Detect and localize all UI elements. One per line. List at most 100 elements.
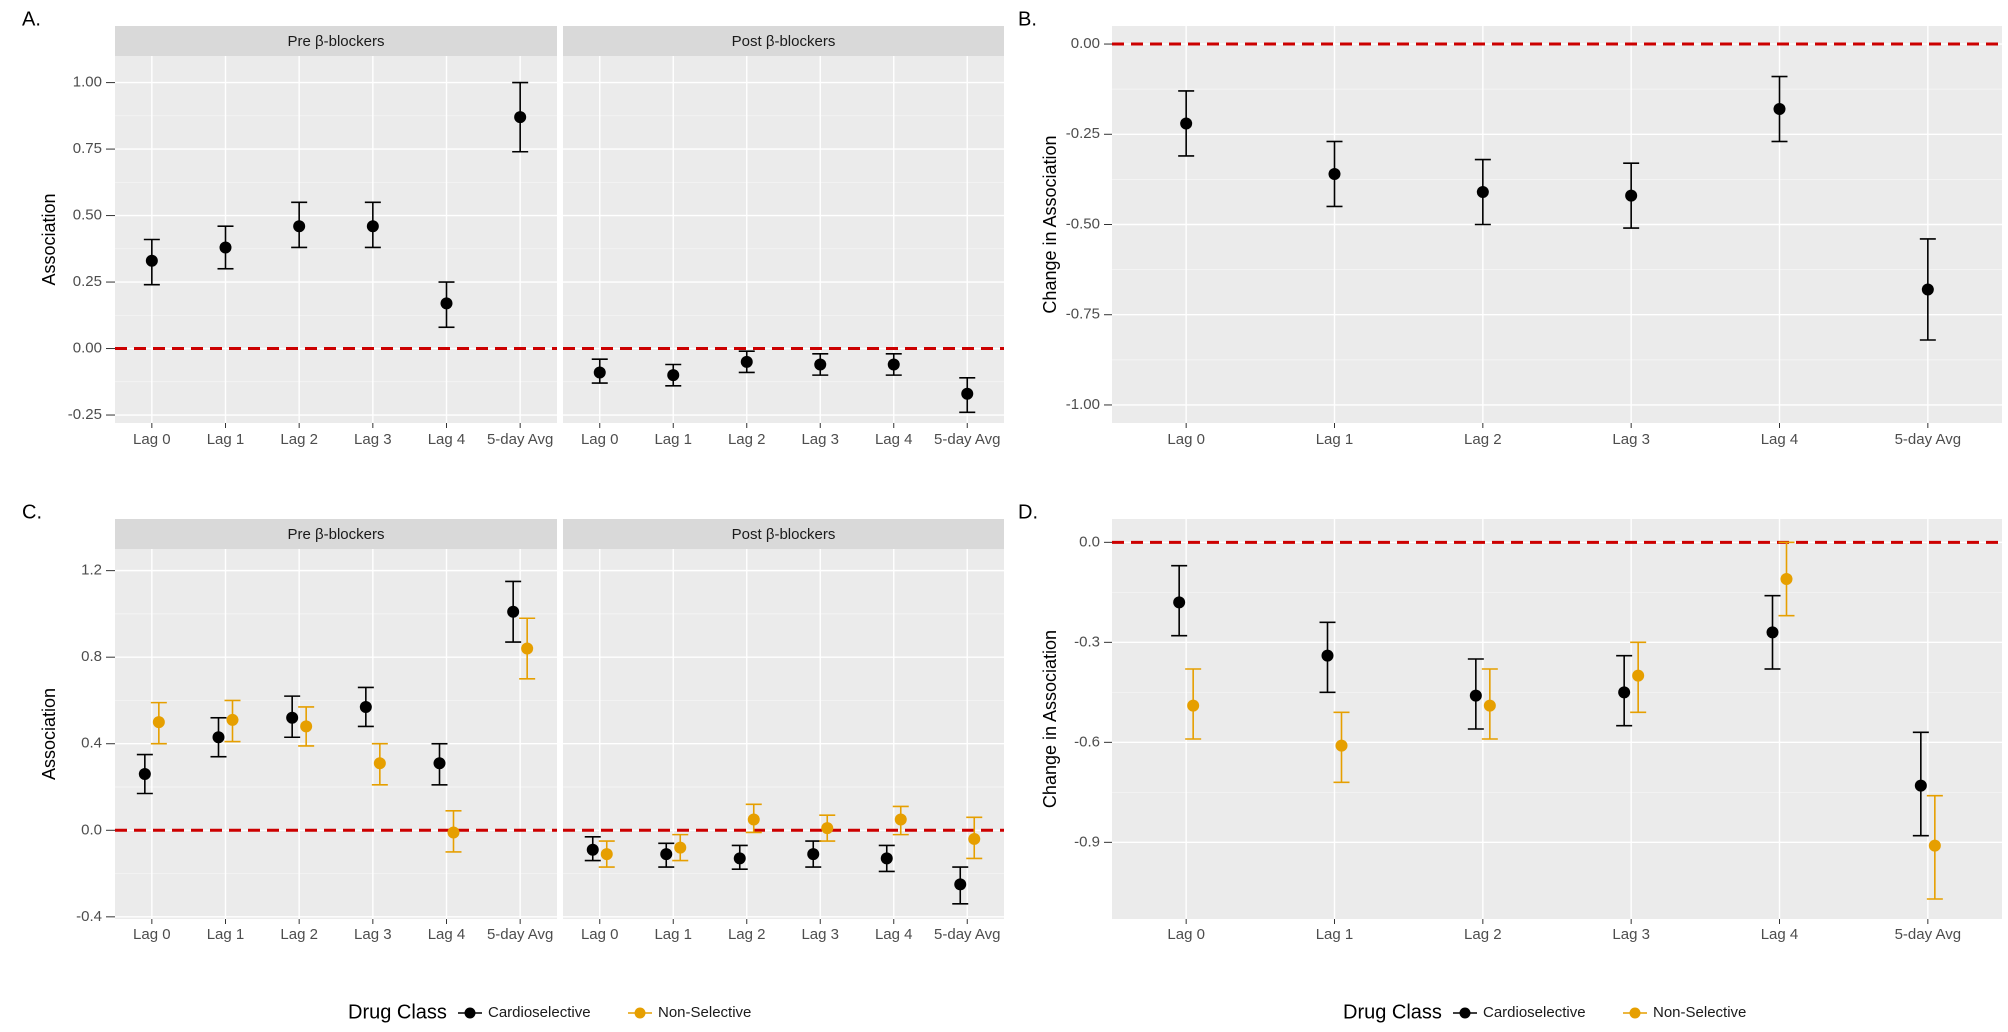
point-marker [1625,189,1638,202]
point-marker [600,848,613,861]
point-marker [674,841,687,854]
facet-0: Lag 0 Lag 1 Lag 2 Lag 3 Lag 4 5-day Avg [1112,26,2002,448]
data-point-cardioselective [136,753,153,795]
y-tick-label: -0.75 [1066,306,1100,323]
plot-background [115,549,557,919]
facet-0: Pre β-blockers Lag 0 Lag 1 Lag 2 Lag 3 Lag 4 5… [115,26,557,448]
x-tick-label: Lag 0 [581,926,619,943]
x-tick-label: Lag 2 [280,926,318,943]
point-marker [373,757,386,770]
legend-key-marker [464,1007,476,1019]
point-marker [293,220,306,233]
data-point-cardioselective [217,225,234,270]
x-tick-label: 5-day Avg [934,431,1000,448]
x-tick-label: Lag 0 [581,431,619,448]
x-tick-label: Lag 2 [728,431,766,448]
x-tick-label: Lag 2 [1464,431,1502,448]
point-marker [814,358,827,371]
point-marker [440,297,453,310]
y-axis-label: Association [39,193,59,285]
panel-label: A. [22,8,41,30]
y-tick-label: 0.4 [81,735,102,752]
legend-key-non-selective [628,1007,652,1019]
point-marker [593,366,606,379]
panel-b: B. Change in Association -1.00 -0.75 -0.50 -0… [1018,8,2002,448]
x-tick-label: Lag 3 [1612,431,1650,448]
data-point-cardioselective [805,840,822,868]
y-tick-label: 0.25 [73,273,102,290]
x-tick-label: 5-day Avg [1895,431,1961,448]
point-marker [1173,596,1186,609]
point-marker [1928,839,1941,852]
x-tick-label: Lag 4 [1761,431,1799,448]
data-point-cardioselective [738,350,755,374]
data-point-non-selective [298,706,315,747]
x-tick-label: Lag 1 [1316,431,1354,448]
y-tick-label: 0.00 [1071,35,1100,52]
y-tick-label: 0.8 [81,648,102,665]
data-point-cardioselective [591,358,608,384]
facet-1: Post β-blockers Lag 0 Lag 1 Lag 2 Lag 3 Lag 4… [563,519,1004,943]
data-point-cardioselective [584,835,601,862]
y-tick-label: -0.3 [1074,633,1100,650]
data-point-cardioselective [210,716,227,758]
x-tick-label: 5-day Avg [934,926,1000,943]
legend-item-label: Non-Selective [1653,1004,1746,1021]
x-tick-label: Lag 4 [1761,926,1799,943]
data-point-cardioselective [505,580,522,643]
point-marker [226,713,239,726]
point-marker [152,716,165,729]
data-point-cardioselective [438,281,455,329]
plot-background [563,549,1004,919]
point-marker [359,700,372,713]
x-tick-label: Lag 3 [801,431,839,448]
facet-strip [563,26,1004,56]
point-marker [880,852,893,865]
panel-label: C. [22,501,42,523]
y-tick-label: 1.00 [73,74,102,91]
data-point-cardioselective [1764,594,1781,670]
data-point-cardioselective [431,742,448,786]
data-point-non-selective [1185,668,1202,740]
x-tick-label: Lag 2 [728,926,766,943]
y-tick-label: -0.6 [1074,733,1100,750]
legend-item-label: Cardioselective [488,1004,591,1021]
data-point-non-selective [892,805,909,836]
data-point-cardioselective [959,376,976,414]
legend: Drug Class Cardioselective Non-Selective [1343,1001,1746,1023]
data-point-non-selective [445,810,462,853]
x-tick-label: 5-day Avg [487,926,553,943]
y-tick-label: 0.0 [81,821,102,838]
data-point-non-selective [1778,541,1795,617]
data-point-cardioselective [512,81,529,153]
facet-title: Pre β-blockers [288,33,385,50]
y-tick-label: -0.4 [76,908,102,925]
data-point-cardioselective [1623,162,1640,229]
point-marker [660,848,673,861]
point-marker [667,369,680,382]
x-tick-label: Lag 1 [654,926,692,943]
x-tick-label: Lag 1 [654,431,692,448]
panel-a: A. Association -0.25 0.00 0.25 0.50 0.75 1.00 Pr… [22,8,1004,448]
x-tick-label: Lag 1 [207,926,245,943]
x-tick-label: Lag 1 [207,431,245,448]
point-marker [1773,103,1786,116]
plot-background [1112,519,2002,919]
x-tick-label: Lag 3 [801,926,839,943]
point-marker [821,822,834,835]
facet-strip [563,519,1004,549]
point-marker [145,254,158,267]
x-tick-label: Lag 0 [133,431,171,448]
data-point-cardioselective [1474,158,1491,226]
y-axis-label: Change in Association [1040,630,1060,808]
x-tick-label: Lag 4 [875,431,913,448]
x-tick-label: Lag 3 [1612,926,1650,943]
y-tick-label: -0.25 [68,406,102,423]
point-marker [747,813,760,826]
data-point-cardioselective [1326,140,1343,208]
point-marker [300,720,313,733]
facet-title: Pre β-blockers [288,526,385,543]
point-marker [507,605,520,618]
point-marker [1618,686,1631,699]
